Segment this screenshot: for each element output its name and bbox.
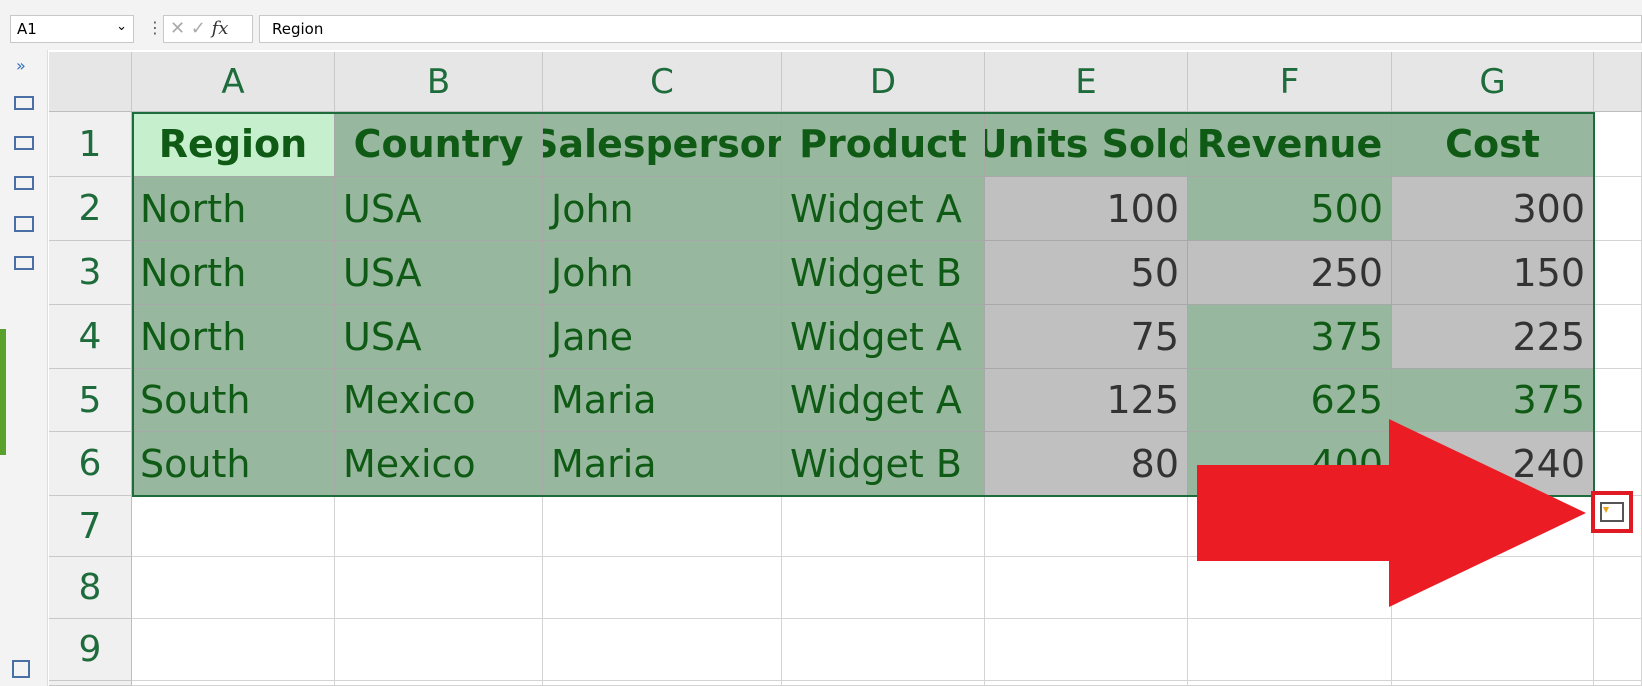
cell[interactable]: John — [543, 177, 782, 241]
quick-analysis-button[interactable] — [1591, 491, 1633, 533]
cell[interactable]: USA — [335, 177, 543, 241]
tool-icon[interactable] — [14, 136, 34, 150]
cell[interactable]: Units Sold — [985, 112, 1188, 177]
cell[interactable]: Jane — [543, 305, 782, 369]
column-header[interactable]: E — [985, 52, 1188, 112]
row-header[interactable]: 2 — [49, 177, 132, 241]
quick-analysis-icon — [1600, 502, 1624, 522]
cell[interactable] — [543, 619, 782, 681]
cell[interactable]: Widget A — [782, 369, 985, 432]
cell[interactable]: Country — [335, 112, 543, 177]
column-header[interactable]: A — [132, 52, 335, 112]
tool-icon[interactable] — [14, 216, 34, 232]
cell[interactable] — [985, 619, 1188, 681]
cell[interactable]: USA — [335, 305, 543, 369]
row-header[interactable]: 6 — [49, 432, 132, 496]
tool-icon[interactable] — [14, 256, 34, 270]
cell[interactable]: 500 — [1188, 177, 1392, 241]
column-header[interactable]: D — [782, 52, 985, 112]
cell[interactable] — [132, 557, 335, 619]
cell[interactable]: Revenue — [1188, 112, 1392, 177]
column-header[interactable]: G — [1392, 52, 1594, 112]
cell[interactable] — [132, 619, 335, 681]
cell[interactable] — [335, 496, 543, 557]
cell[interactable]: Mexico — [335, 432, 543, 496]
side-toolbar: » — [0, 50, 48, 686]
cell[interactable]: Maria — [543, 369, 782, 432]
cell[interactable]: Widget A — [782, 305, 985, 369]
name-box[interactable]: A1 ⌄ — [10, 15, 134, 43]
column-header[interactable]: C — [543, 52, 782, 112]
cell[interactable] — [1188, 619, 1392, 681]
column-header[interactable]: F — [1188, 52, 1392, 112]
select-all[interactable] — [49, 52, 132, 112]
cell[interactable] — [985, 557, 1188, 619]
cell[interactable]: South — [132, 369, 335, 432]
cell[interactable]: 300 — [1392, 177, 1594, 241]
cell[interactable]: 250 — [1188, 241, 1392, 305]
cell[interactable] — [132, 496, 335, 557]
cell[interactable] — [985, 496, 1188, 557]
more-icon[interactable]: ⋮ — [147, 18, 163, 37]
tool-icon[interactable] — [14, 96, 34, 110]
formula-input[interactable]: Region — [259, 15, 1642, 43]
cell[interactable]: 375 — [1188, 305, 1392, 369]
cell[interactable]: Widget B — [782, 432, 985, 496]
cell[interactable]: USA — [335, 241, 543, 305]
row-header[interactable]: 4 — [49, 305, 132, 369]
cell[interactable]: Cost — [1392, 112, 1594, 177]
cell[interactable]: 150 — [1392, 241, 1594, 305]
row-header[interactable]: 5 — [49, 369, 132, 432]
popout-icon[interactable] — [12, 660, 30, 678]
name-box-text: A1 — [17, 20, 37, 38]
formula-buttons[interactable]: ✕ ✓ fx — [163, 15, 253, 43]
row-header[interactable]: 1 — [49, 112, 132, 177]
row-header[interactable]: 8 — [49, 557, 132, 619]
cell[interactable] — [1392, 557, 1594, 619]
cell[interactable]: North — [132, 305, 335, 369]
cell[interactable] — [782, 496, 985, 557]
pane-handle[interactable] — [0, 329, 6, 455]
cell[interactable]: Maria — [543, 432, 782, 496]
cell[interactable] — [335, 557, 543, 619]
row-header[interactable]: 7 — [49, 496, 132, 557]
cell[interactable]: 75 — [985, 305, 1188, 369]
cell[interactable]: Region — [132, 112, 335, 177]
cell[interactable]: 125 — [985, 369, 1188, 432]
expand-icon[interactable]: » — [16, 56, 26, 75]
cell[interactable]: Mexico — [335, 369, 543, 432]
quick-analysis-bolt — [1603, 507, 1609, 513]
cell[interactable]: John — [543, 241, 782, 305]
formula-bar: A1 ⌄ ⋮ ✕ ✓ fx Region — [0, 0, 1642, 50]
cell[interactable]: 625 — [1188, 369, 1392, 432]
cell[interactable]: 50 — [985, 241, 1188, 305]
cell[interactable]: Widget B — [782, 241, 985, 305]
cell[interactable] — [335, 619, 543, 681]
red-arrow — [1197, 419, 1586, 607]
cell[interactable] — [543, 496, 782, 557]
sheet-grid: A B C D E F G 1 2 3 4 5 6 7 8 9 Region Country Salesperson… — [49, 52, 1642, 686]
cell[interactable]: South — [132, 432, 335, 496]
cell[interactable]: Salesperson — [543, 112, 782, 177]
cell[interactable]: 100 — [985, 177, 1188, 241]
cell[interactable] — [782, 619, 985, 681]
cell[interactable]: 80 — [985, 432, 1188, 496]
cell[interactable]: North — [132, 241, 335, 305]
cell[interactable]: North — [132, 177, 335, 241]
cell[interactable] — [543, 557, 782, 619]
cell[interactable]: Product — [782, 112, 985, 177]
row-header[interactable]: 9 — [49, 619, 132, 681]
row-header[interactable]: 3 — [49, 241, 132, 305]
tool-icon[interactable] — [14, 176, 34, 190]
cell[interactable]: Widget A — [782, 177, 985, 241]
column-header[interactable]: B — [335, 52, 543, 112]
cell[interactable] — [782, 557, 985, 619]
cell[interactable] — [1392, 619, 1594, 681]
